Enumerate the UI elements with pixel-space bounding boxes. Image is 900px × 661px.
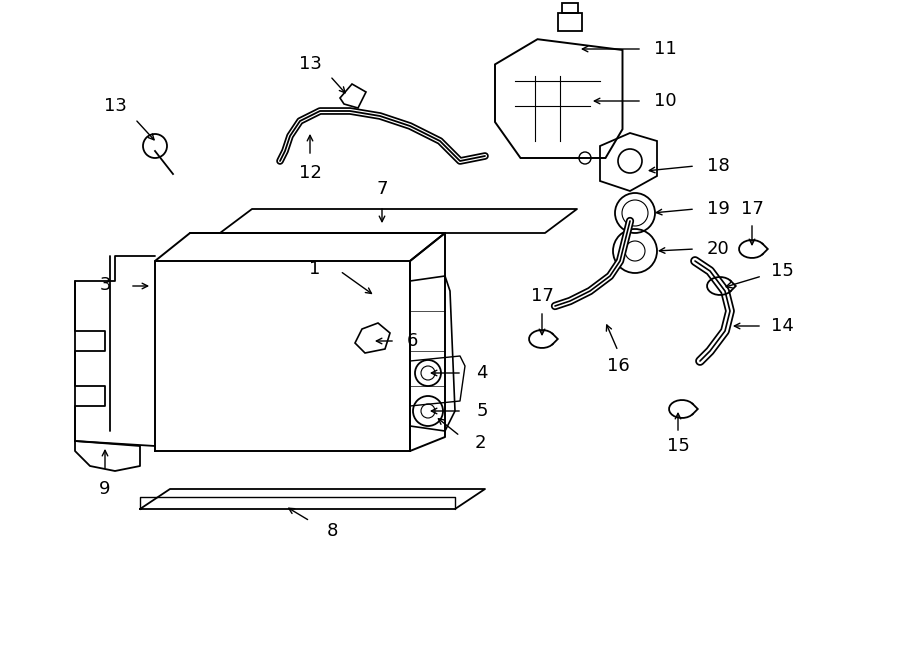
Text: 9: 9	[99, 480, 111, 498]
Text: 13: 13	[299, 55, 321, 73]
Text: 14: 14	[770, 317, 794, 335]
Text: 15: 15	[770, 262, 794, 280]
Text: 11: 11	[653, 40, 677, 58]
Text: 1: 1	[310, 260, 320, 278]
Text: 5: 5	[476, 402, 488, 420]
Text: 13: 13	[104, 97, 126, 115]
Text: 17: 17	[741, 200, 763, 218]
Text: 4: 4	[476, 364, 488, 382]
Text: 17: 17	[531, 287, 554, 305]
Text: 16: 16	[607, 357, 629, 375]
Text: 10: 10	[653, 92, 676, 110]
Bar	[562, 3, 578, 13]
Text: 18: 18	[706, 157, 729, 175]
Bar	[558, 13, 582, 31]
Text: 15: 15	[667, 437, 689, 455]
Text: 3: 3	[99, 276, 111, 294]
Text: 12: 12	[299, 164, 321, 182]
Text: 19: 19	[706, 200, 729, 218]
Text: 20: 20	[706, 240, 729, 258]
Text: 6: 6	[406, 332, 418, 350]
Text: 2: 2	[474, 434, 486, 452]
Text: 8: 8	[327, 522, 338, 540]
Text: 7: 7	[376, 180, 388, 198]
